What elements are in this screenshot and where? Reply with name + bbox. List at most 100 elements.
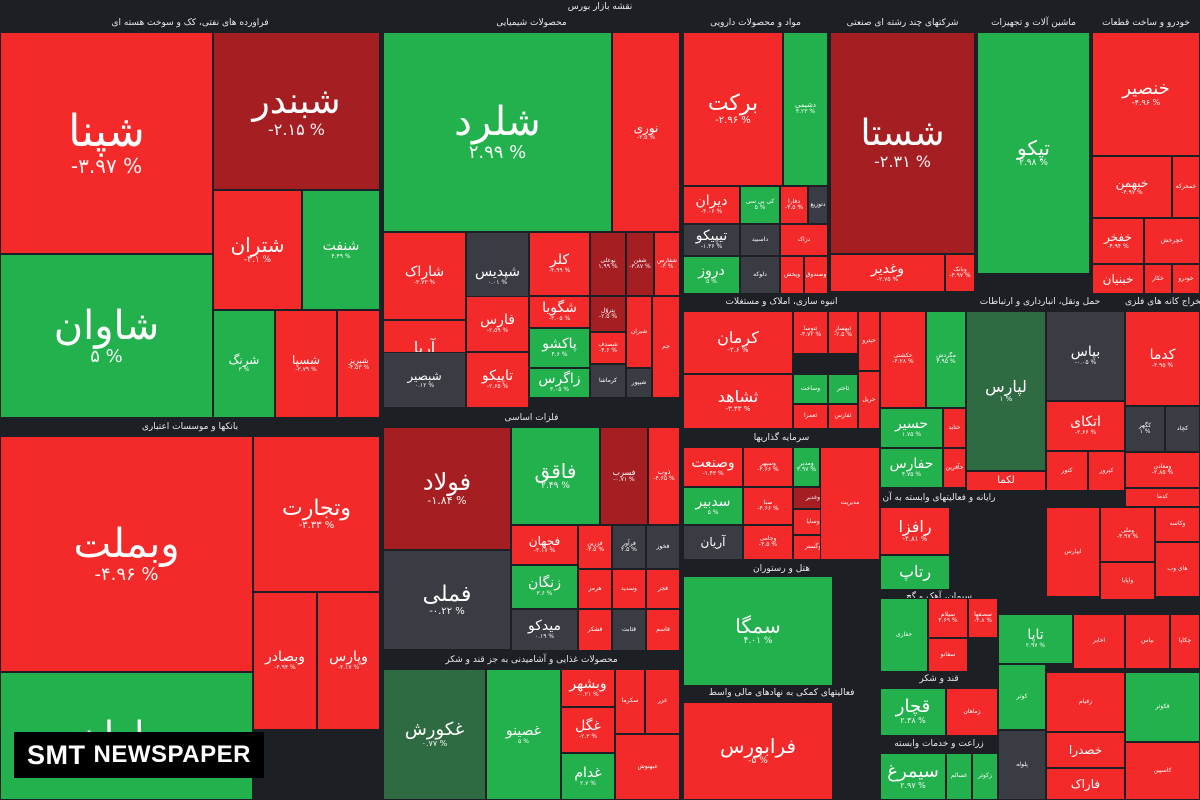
stock-tile-small[interactable]: قاسم	[646, 609, 680, 651]
stock-tile[interactable]: فارس -۲.۵۹ %	[466, 296, 529, 352]
stock-tile[interactable]: تیپیکو -۱.۳۶ %	[683, 224, 740, 256]
stock-tile-small[interactable]: فخوز	[646, 525, 680, 569]
stock-tile[interactable]: شلرد ۲.۹۹ %	[383, 32, 612, 232]
stock-tile-small[interactable]: کدما	[1125, 488, 1200, 507]
stock-tile[interactable]: فاقق ۲.۴۹ %	[511, 427, 600, 525]
stock-tile-small[interactable]: وکاسه	[1155, 507, 1200, 542]
stock-tile-small[interactable]: اخابر	[1073, 614, 1125, 669]
stock-tile[interactable]: شبصیر ۰.۱۲ %	[383, 352, 466, 408]
stock-tile-small[interactable]: وپخش	[780, 256, 804, 294]
stock-tile-small[interactable]: حآفرین	[943, 448, 966, 488]
stock-tile[interactable]: فملی -۰.۲۲ %	[383, 550, 511, 650]
stock-tile-small[interactable]: وجامی -۴.۵ %	[743, 525, 793, 560]
stock-tile-small[interactable]: فزرین -۳.۵ %	[578, 525, 612, 569]
stock-tile-small[interactable]: ایپارس	[1046, 507, 1100, 597]
stock-tile[interactable]: خفخر -۴.۹۴ %	[1092, 218, 1144, 264]
stock-tile[interactable]: شاراک -۳.۷۳ %	[383, 232, 466, 320]
stock-tile-small[interactable]: شیران	[626, 296, 652, 368]
stock-tile-small[interactable]: ثاختر	[828, 374, 858, 404]
stock-tile-small[interactable]: قثابت	[612, 609, 646, 651]
stock-tile-small[interactable]: حفاری	[880, 598, 928, 672]
stock-tile[interactable]: زنگان ۳.۶ %	[511, 565, 578, 609]
stock-tile-small[interactable]: حریل	[858, 371, 880, 429]
stock-tile-small[interactable]: شفارس -۴ %	[654, 232, 680, 296]
stock-tile-small[interactable]: کگهر ۱ %	[1125, 406, 1165, 452]
stock-tile-small[interactable]: مدیریت	[820, 447, 880, 560]
stock-tile-small[interactable]: زقیام	[1046, 672, 1125, 732]
stock-tile-small[interactable]: وسدید	[612, 569, 646, 609]
stock-tile[interactable]: وتجارت -۳.۳۳ %	[253, 436, 380, 592]
stock-tile[interactable]: دروز ۵ %	[683, 256, 740, 294]
stock-tile[interactable]: فجهان -۴.۱۷ %	[511, 525, 578, 565]
stock-tile-small[interactable]: ثفارس	[828, 404, 858, 429]
stock-tile-small[interactable]: خکار	[1144, 264, 1172, 294]
stock-tile[interactable]: حسیر ۱.۷۵ %	[880, 408, 943, 448]
stock-tile-small[interactable]: پلوله	[998, 730, 1046, 800]
stock-tile-small[interactable]: صبا -۴.۶۶ %	[743, 487, 793, 525]
stock-tile-small[interactable]: فرآور ۲.۵ %	[612, 525, 646, 569]
stock-tile-small[interactable]: کرماشا	[590, 364, 626, 398]
stock-tile-small[interactable]: بپاس	[1125, 614, 1170, 669]
stock-tile[interactable]: شبندر -۲.۱۵ %	[213, 32, 380, 190]
stock-tile-small[interactable]: سیلام ۴.۶۹ %	[928, 598, 968, 638]
stock-tile-small[interactable]: شفن -۳.۸۷ %	[626, 232, 654, 296]
stock-tile-small[interactable]: خودرو	[1172, 264, 1200, 294]
stock-tile[interactable]: وبملت -۴.۹۶ %	[0, 436, 253, 672]
stock-tile[interactable]: شستا -۲.۳۱ %	[830, 32, 975, 254]
stock-tile[interactable]: پاکشو ۴.۶ %	[529, 328, 590, 368]
stock-tile[interactable]: زاگرس ۳.۰۵ %	[529, 368, 590, 398]
stock-tile-small[interactable]: دلوکه	[740, 256, 780, 294]
stock-tile[interactable]: برکت -۲.۹۶ %	[683, 32, 783, 186]
stock-tile-small[interactable]: دفارا -۴.۵ %	[780, 186, 808, 224]
stock-tile[interactable]: ثشاهد -۳.۴۳ %	[683, 374, 793, 429]
stock-tile-small[interactable]: غبهنوش	[615, 734, 680, 800]
stock-tile-small[interactable]: ثعمرا	[793, 404, 828, 429]
stock-tile-small[interactable]: دتوزیع	[808, 186, 828, 224]
stock-tile[interactable]: تپکو ۲.۹۸ %	[977, 32, 1090, 274]
stock-tile[interactable]: فسرب -۰.۷۱ %	[600, 427, 648, 525]
stock-tile[interactable]: شپنا -۳.۹۷ %	[0, 32, 213, 254]
stock-tile-small[interactable]: کپرور	[1088, 451, 1125, 491]
stock-tile-small[interactable]: های وب	[1155, 542, 1200, 597]
stock-tile-small[interactable]: کنور	[1046, 451, 1088, 491]
stock-tile-small[interactable]: واپایا	[1100, 562, 1155, 600]
stock-tile[interactable]: خصدرا	[1046, 732, 1125, 768]
stock-tile[interactable]: خبهمن -۴.۹۷ %	[1092, 156, 1172, 218]
stock-tile-small[interactable]: ومعادن -۲.۸۵ %	[1125, 452, 1200, 488]
stock-tile[interactable]: دیران -۴.۰۶ %	[683, 186, 740, 224]
stock-tile[interactable]: وغدیر -۲.۷۵ %	[830, 254, 945, 292]
stock-tile-small[interactable]: سکرما	[615, 669, 645, 734]
stock-tile-small[interactable]: دزاک	[780, 224, 828, 256]
stock-tile-small[interactable]: حتاید	[943, 408, 966, 448]
stock-tile[interactable]: شاوان ۵ %	[0, 254, 213, 418]
stock-tile[interactable]: غصینو ۵ %	[486, 669, 561, 800]
stock-tile[interactable]: وصنعت -۱.۴۳ %	[683, 447, 743, 487]
stock-tile[interactable]: رافزا -۴.۸۱ %	[880, 507, 950, 555]
stock-tile-small[interactable]: قشکر	[578, 609, 612, 651]
stock-tile[interactable]: وبشهر -۰.۲۱ %	[561, 669, 615, 707]
stock-tile-small[interactable]: وبانک -۴.۹۷ %	[945, 254, 975, 292]
stock-tile[interactable]: غدام ۲.۷ %	[561, 753, 615, 800]
stock-tile[interactable]: اتکای -۲.۶۶ %	[1046, 401, 1125, 451]
stock-tile[interactable]: سمگا ۴.۰۱ %	[683, 576, 833, 686]
stock-tile-small[interactable]: غزر	[645, 669, 680, 734]
stock-tile[interactable]: غکورش ۰.۷۷ %	[383, 669, 486, 800]
stock-tile-small[interactable]: وسپهر -۲.۶۶ %	[743, 447, 793, 487]
stock-tile-small[interactable]: کچاد	[1165, 406, 1200, 452]
stock-tile[interactable]: میدکو ۰.۱۹ %	[511, 609, 578, 651]
stock-tile-small[interactable]: وملی -۴.۹۷ %	[1100, 507, 1155, 562]
stock-tile[interactable]: لکما	[966, 471, 1046, 491]
stock-tile[interactable]: شنفت ۴.۴۹ %	[302, 190, 380, 310]
stock-tile-small[interactable]: وساخت	[793, 374, 828, 404]
stock-tile-small[interactable]: زماهان	[946, 688, 998, 736]
stock-tile-small[interactable]: حپترو	[858, 311, 880, 371]
stock-tile[interactable]: شسپا -۳.۷۹ %	[275, 310, 337, 418]
stock-tile-small[interactable]: شیپور	[626, 368, 652, 398]
stock-tile[interactable]: خنصیر -۴.۹۶ %	[1092, 32, 1200, 156]
stock-tile-small[interactable]: کوثر	[998, 664, 1046, 730]
stock-tile-small[interactable]: خچرخش	[1144, 218, 1200, 264]
stock-tile-small[interactable]: سفانو	[928, 638, 968, 672]
stock-tile[interactable]: فاراک	[1046, 768, 1125, 800]
stock-tile-small[interactable]: بوعلی ۱.۹۹ %	[590, 232, 626, 296]
stock-tile-small[interactable]: هرمز	[578, 569, 612, 609]
